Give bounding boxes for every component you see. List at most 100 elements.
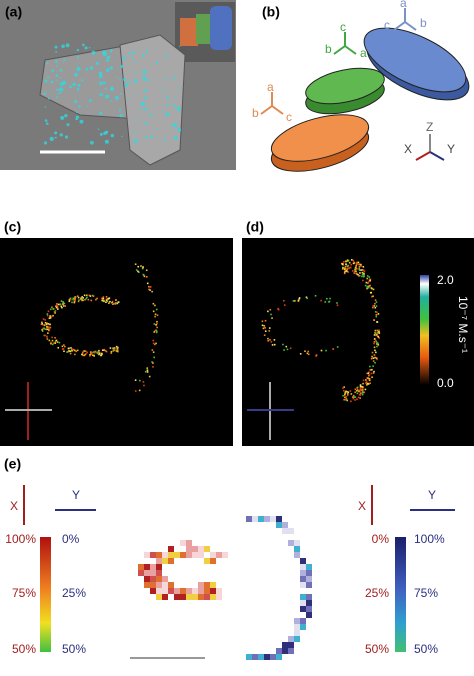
texture: [300, 558, 306, 564]
texture: [375, 313, 378, 316]
texture: [105, 94, 110, 99]
texture: [104, 87, 107, 90]
tick-label: 0%: [372, 532, 390, 546]
texture: [374, 311, 377, 313]
texture: [186, 594, 192, 600]
texture: [368, 377, 371, 380]
texture: [300, 618, 306, 624]
texture: [60, 115, 65, 120]
texture: [56, 303, 58, 305]
texture: [358, 269, 361, 272]
texture: [342, 267, 344, 269]
texture: [135, 60, 138, 63]
texture: [371, 351, 374, 354]
texture: [44, 119, 48, 122]
texture: [264, 326, 266, 329]
tick-label: 0%: [62, 532, 80, 546]
texture: [140, 107, 143, 110]
texture: [343, 260, 345, 263]
texture: [366, 286, 369, 288]
texture: [351, 396, 354, 398]
texture: [268, 327, 271, 329]
texture: [269, 308, 272, 311]
texture: [46, 337, 48, 339]
texture: [288, 636, 294, 642]
texture: [45, 122, 49, 125]
texture: [59, 68, 63, 72]
texture: [359, 392, 362, 394]
panel-label: (d): [246, 219, 264, 235]
texture: [306, 570, 312, 576]
texture: [68, 300, 71, 303]
texture: [110, 87, 114, 91]
texture: [146, 369, 149, 372]
texture: [358, 275, 360, 277]
texture: [43, 334, 46, 337]
texture: [124, 83, 129, 87]
texture: [288, 642, 294, 648]
texture: [261, 324, 264, 327]
texture: [46, 322, 48, 325]
y-label: Y: [72, 488, 80, 502]
texture: [186, 546, 192, 552]
texture: [151, 349, 154, 351]
texture: [54, 136, 57, 139]
texture: [142, 267, 144, 269]
texture: [376, 342, 379, 345]
texture: [345, 390, 347, 393]
texture: [72, 297, 75, 300]
texture: [94, 350, 97, 353]
texture: [173, 95, 176, 98]
texture: [142, 69, 147, 74]
texture: [348, 267, 351, 269]
texture: [288, 648, 294, 654]
texture: [329, 297, 331, 300]
texture: [108, 302, 110, 305]
texture: [88, 99, 92, 103]
texture: [156, 558, 162, 564]
texture: [54, 45, 58, 49]
texture: [126, 82, 129, 85]
texture: [345, 396, 348, 398]
texture: [374, 332, 377, 335]
texture: [343, 393, 346, 396]
texture: [48, 326, 51, 329]
texture: [79, 119, 84, 124]
texture: [283, 300, 285, 302]
texture: [49, 315, 51, 317]
texture: [362, 265, 365, 268]
texture: [174, 552, 180, 558]
texture: [68, 349, 70, 352]
texture: [127, 52, 131, 55]
texture: [356, 261, 359, 264]
texture: [78, 105, 81, 108]
texture: [115, 75, 117, 78]
texture: [288, 528, 294, 534]
texture: [356, 392, 359, 395]
texture: [210, 552, 216, 558]
texture: [132, 51, 136, 55]
texture: [294, 630, 300, 636]
texture: [99, 81, 103, 86]
texture: [349, 390, 352, 392]
texture: [43, 324, 46, 326]
texture: [177, 88, 180, 91]
inset-crystal: [180, 18, 198, 46]
texture: [369, 365, 371, 368]
texture: [378, 329, 380, 332]
texture: [71, 349, 73, 352]
texture: [56, 304, 58, 307]
texture: [306, 297, 308, 300]
axis-label: X: [404, 142, 412, 156]
texture: [63, 58, 66, 61]
texture: [105, 68, 110, 72]
x-label: X: [10, 499, 18, 513]
texture: [62, 301, 64, 303]
texture: [52, 342, 55, 344]
texture: [145, 275, 148, 278]
texture: [373, 370, 375, 373]
texture: [168, 582, 174, 588]
texture: [134, 390, 137, 392]
texture: [355, 272, 358, 275]
texture: [143, 274, 145, 276]
